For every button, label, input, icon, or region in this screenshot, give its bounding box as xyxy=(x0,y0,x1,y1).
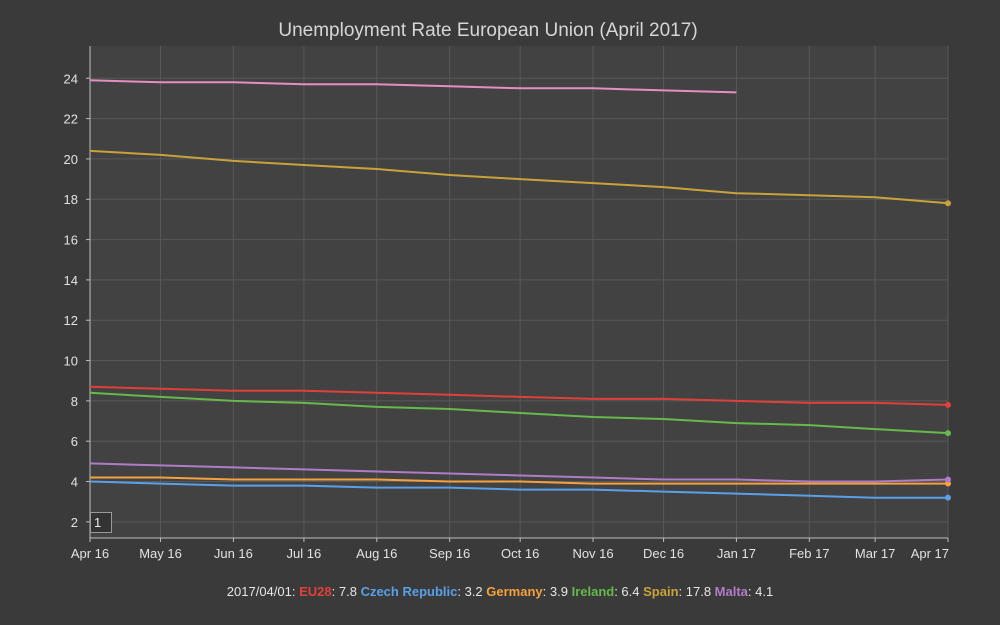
legend-date: 2017/04/01 xyxy=(226,584,292,599)
x-tick-label: Aug 16 xyxy=(356,546,397,561)
x-tick-label: May 16 xyxy=(139,546,182,561)
y-tick-label: 22 xyxy=(64,112,78,127)
legend-entry: Germany: 3.9 xyxy=(486,584,571,599)
series-line-series-7[interactable] xyxy=(89,79,737,94)
x-tick-label: Sep 16 xyxy=(429,546,470,561)
legend-series-name: Ireland xyxy=(571,584,615,599)
highlight-point-spain xyxy=(945,200,951,207)
highlight-point-eu28 xyxy=(945,401,951,408)
legend-series-value: : 3.2 xyxy=(457,584,487,599)
y-tick-label: 2 xyxy=(71,515,78,530)
series-line-germany[interactable] xyxy=(90,476,948,485)
series-line-eu28[interactable] xyxy=(89,385,949,406)
x-tick-label: Oct 16 xyxy=(501,546,539,561)
x-tick-label: Dec 16 xyxy=(643,546,684,561)
x-tick-label: Jan 17 xyxy=(717,546,756,561)
plot-area[interactable] xyxy=(90,46,948,538)
y-tick-label: 4 xyxy=(71,475,78,490)
legend-entries: EU28: 7.8 Czech Republic: 3.2 Germany: 3… xyxy=(299,584,773,599)
x-axis-ticks: Apr 16 May 16 Jun 16 Jul 16 Aug 16 Sep 16 Oct … xyxy=(71,546,949,561)
x-tick-label: Apr 17 xyxy=(911,546,949,561)
legend-series-value: : 6.4 xyxy=(614,584,644,599)
legend-series-value: : 3.9 xyxy=(542,584,572,599)
y-tick-label: 24 xyxy=(64,71,78,86)
series-line-czech-republic[interactable] xyxy=(89,480,948,499)
legend: 2017/04/01: EU28: 7.8 Czech Republic: 3.… xyxy=(226,584,774,599)
y-tick-label: 20 xyxy=(64,152,78,167)
y-tick-label: 6 xyxy=(71,434,78,449)
legend-entry: Czech Republic: 3.2 xyxy=(361,584,487,599)
x-tick-label: Feb 17 xyxy=(789,546,829,561)
legend-series-name: EU28 xyxy=(299,584,332,599)
y-tick-label: 18 xyxy=(64,192,78,207)
series-line-ireland[interactable] xyxy=(89,391,949,435)
legend-series-name: Malta xyxy=(714,584,748,599)
legend-series-value: : 4.1 xyxy=(747,584,774,599)
chart-title: Unemployment Rate European Union (April … xyxy=(278,20,697,41)
highlight-points xyxy=(945,200,951,501)
highlight-point-malta xyxy=(945,476,951,483)
series-line-spain[interactable] xyxy=(89,149,949,205)
highlight-point-ireland xyxy=(945,430,951,437)
series-lines xyxy=(89,79,949,499)
x-tick-label: Jun 16 xyxy=(214,546,253,561)
y-tick-label: 12 xyxy=(64,313,78,328)
x-tick-label: Jul 16 xyxy=(287,546,322,561)
legend-entry: Spain: 17.8 xyxy=(643,584,715,599)
legend-series-name: Czech Republic xyxy=(360,584,458,599)
legend-series-value: : 17.8 xyxy=(678,584,715,599)
legend-entry: Malta: 4.1 xyxy=(715,584,774,599)
legend-entry: Ireland: 6.4 xyxy=(572,584,644,599)
x-tick-label: Mar 17 xyxy=(855,546,895,561)
y-tick-label: 16 xyxy=(64,233,78,248)
legend-series-name: Spain xyxy=(643,584,679,599)
roll-period-input[interactable]: 1 xyxy=(90,512,112,533)
highlight-point-czech-republic xyxy=(945,494,951,501)
y-tick-label: 10 xyxy=(64,354,78,369)
legend-series-value: : 7.8 xyxy=(331,584,361,599)
x-tick-label: Apr 16 xyxy=(71,546,109,561)
y-tick-label: 8 xyxy=(71,394,78,409)
series-line-malta[interactable] xyxy=(89,462,949,483)
x-tick-label: Nov 16 xyxy=(572,546,613,561)
legend-series-name: Germany xyxy=(486,584,543,599)
y-tick-label: 14 xyxy=(64,273,78,288)
legend-entry: EU28: 7.8 xyxy=(299,584,360,599)
axes xyxy=(86,46,949,542)
